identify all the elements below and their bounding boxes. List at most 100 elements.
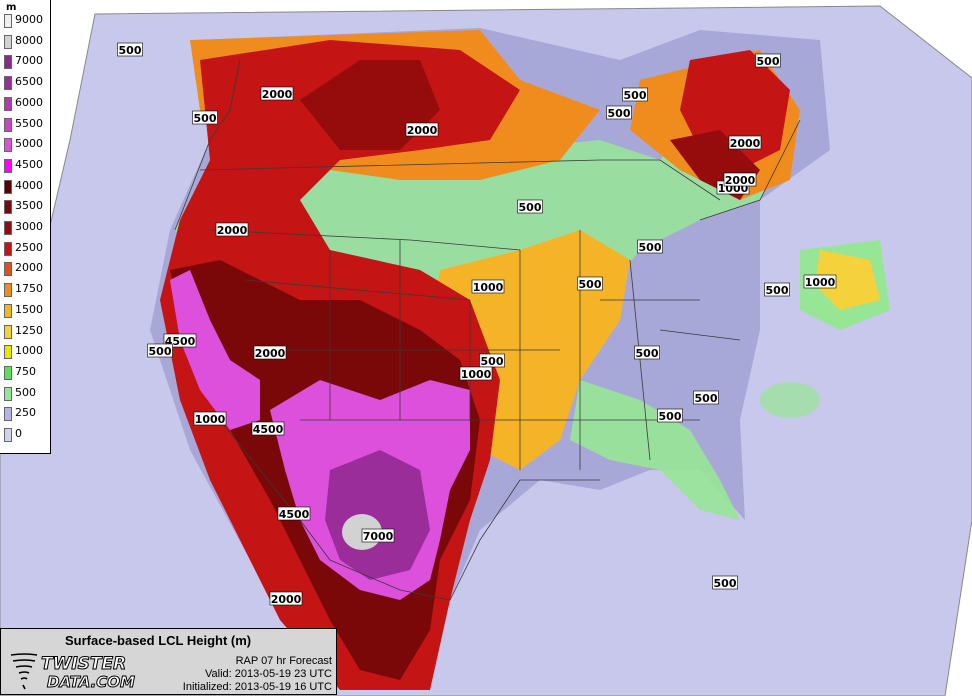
init-time: Initialized: 2013-05-19 16 UTC: [182, 681, 332, 693]
legend-swatch: [4, 76, 12, 91]
legend-swatch: [4, 221, 12, 235]
legend-bin: 5500: [4, 116, 48, 132]
contour-label: 500: [622, 87, 648, 102]
legend-tick-label: 9000: [15, 13, 43, 26]
contour-label: 500: [764, 282, 790, 297]
legend-swatch: [4, 200, 12, 215]
contour-label: 500: [577, 276, 603, 291]
svg-text:2000: 2000: [407, 124, 438, 137]
legend-bin: 3500: [4, 199, 48, 215]
legend-swatch: [4, 179, 12, 194]
legend-tick-label: 250: [15, 406, 36, 420]
svg-text:500: 500: [695, 392, 718, 405]
svg-text:2000: 2000: [262, 88, 293, 101]
legend-tick-label: 1000: [15, 344, 43, 358]
contour-label: 1000: [803, 274, 837, 289]
contour-label: 500: [479, 353, 505, 368]
purple-core: [325, 450, 430, 580]
legend-swatch: [4, 324, 12, 339]
darkred-plateau: [300, 60, 440, 150]
legend-tick-label: 8000: [15, 33, 43, 47]
contour-label: 500: [637, 239, 663, 254]
legend-tick-label: 1250: [15, 323, 43, 337]
legend-tick-label: 500: [15, 385, 36, 399]
contour-label: 2000: [269, 591, 303, 606]
svg-text:500: 500: [766, 284, 789, 297]
legend-bin: 500: [4, 385, 48, 401]
legend-bin: 2000: [4, 261, 48, 277]
contour-label: 4500: [277, 506, 311, 521]
svg-text:500: 500: [608, 107, 631, 120]
contour-label: 500: [192, 110, 218, 125]
contour-label: 1000: [471, 279, 505, 294]
legend-tick-label: 0: [15, 427, 22, 440]
svg-text:500: 500: [194, 112, 217, 125]
legend-swatch: [4, 303, 12, 318]
contour-label: 500: [657, 408, 683, 423]
valid-time: Valid: 2013-05-19 23 UTC: [205, 668, 332, 680]
legend-swatch: [4, 241, 12, 256]
legend-tick-label: 5500: [15, 116, 43, 130]
contour-label: 2000: [260, 86, 294, 101]
svg-text:500: 500: [579, 278, 602, 291]
legend-swatch: [4, 34, 12, 49]
contour-label: 500: [117, 42, 143, 57]
logo-line-2: DATA.COM: [47, 673, 135, 691]
legend-bin: 3000: [4, 220, 48, 235]
legend-bin: 250: [4, 406, 48, 422]
legend-tick-label: 1500: [15, 302, 43, 316]
svg-text:7000: 7000: [363, 530, 394, 543]
legend-bin: 1750: [4, 282, 48, 298]
legend-swatch: [4, 96, 12, 111]
contour-label: 500: [712, 575, 738, 590]
legend-swatch: [4, 117, 12, 132]
legend-bin: 4000: [4, 178, 48, 194]
contour-label: 500: [147, 343, 173, 358]
legend-tick-label: 6000: [15, 95, 43, 109]
legend-tick-label: 6500: [15, 75, 43, 89]
legend-bin: 6500: [4, 75, 48, 91]
svg-text:1000: 1000: [461, 368, 492, 381]
legend-swatch: [4, 386, 12, 401]
legend-unit: m: [6, 2, 17, 13]
legend-bin: 4500: [4, 157, 48, 173]
contour-labels: 500 2000 500 2000 500 500 500 2000 2000 1000 2000 5…: [117, 42, 837, 606]
legend-swatch: [4, 158, 12, 173]
legend-bin: 8000: [4, 33, 48, 49]
legend-swatch: [4, 14, 12, 28]
svg-text:4500: 4500: [279, 508, 310, 521]
svg-text:500: 500: [757, 55, 780, 68]
legend-bin: 7000: [4, 54, 48, 70]
magenta-great-basin: [170, 270, 260, 430]
legend-bin: 6000: [4, 95, 48, 111]
legend-swatch: [4, 138, 12, 153]
tornado-icon: [10, 653, 38, 690]
political-boundaries: [174, 59, 801, 601]
product-title: Surface-based LCL Height (m): [65, 633, 252, 648]
svg-text:500: 500: [519, 201, 542, 214]
legend-tick-label: 4000: [15, 178, 43, 192]
green-bahamas: [760, 382, 820, 418]
svg-text:2000: 2000: [725, 174, 756, 187]
svg-text:2000: 2000: [255, 347, 286, 360]
twisterdata-logo: TWISTER DATA.COM: [10, 653, 136, 692]
svg-text:500: 500: [636, 347, 659, 360]
legend-swatch: [4, 283, 12, 298]
svg-text:500: 500: [659, 410, 682, 423]
legend-bin: 1500: [4, 302, 48, 318]
svg-text:500: 500: [481, 355, 504, 368]
legend-swatch: [4, 365, 12, 380]
svg-text:1000: 1000: [195, 413, 226, 426]
legend-tick-label: 3500: [15, 199, 43, 213]
legend-swatch: [4, 262, 12, 277]
contour-label: 500: [693, 390, 719, 405]
legend-bin: 2500: [4, 241, 48, 256]
legend-tick-label: 4500: [15, 157, 43, 171]
legend-swatch: [4, 55, 12, 70]
legend-tick-label: 3000: [15, 220, 43, 233]
legend-tick-label: 7000: [15, 54, 43, 68]
svg-text:500: 500: [624, 89, 647, 102]
legend-bin: 1250: [4, 323, 48, 339]
legend-bin: 0: [4, 427, 48, 442]
